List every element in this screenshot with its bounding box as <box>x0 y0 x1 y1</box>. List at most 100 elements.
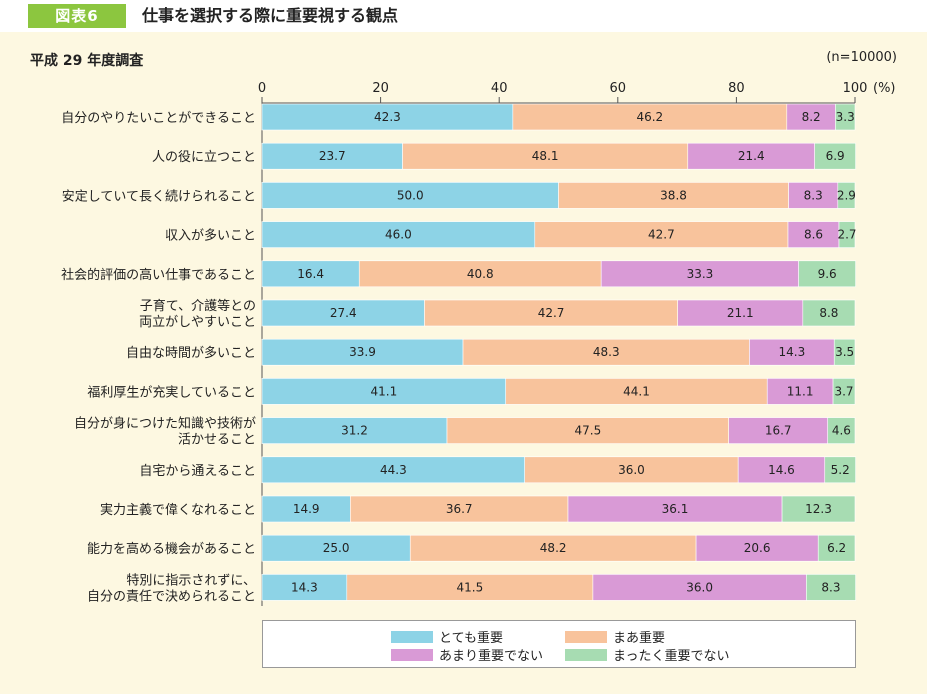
data-label: 2.7 <box>837 228 856 242</box>
data-label: 3.7 <box>834 384 853 398</box>
survey-subtitle: 平成 29 年度調査 <box>30 53 144 69</box>
bar-segment <box>766 378 834 405</box>
data-label: 33.9 <box>349 345 376 359</box>
data-label: 41.1 <box>371 384 398 398</box>
data-label: 8.3 <box>821 580 840 594</box>
bar-segment <box>261 142 403 170</box>
data-label: 36.0 <box>618 463 645 477</box>
bar-segment <box>505 378 768 405</box>
bar-segment <box>261 574 348 601</box>
category-label: 人の役に立つこと <box>152 150 256 165</box>
data-label: 48.1 <box>532 149 559 163</box>
category-label: 自分が身につけた知識や技術が <box>74 416 256 432</box>
legend-swatch <box>565 648 607 661</box>
data-label: 33.3 <box>687 267 714 281</box>
legend-item: まったく重要でない <box>565 645 729 664</box>
category-label: 両立がしやすいこと <box>139 315 256 330</box>
bar-segment <box>534 221 789 248</box>
data-label: 21.1 <box>727 306 754 320</box>
data-label: 6.9 <box>826 149 845 163</box>
legend-item: まあ重要 <box>565 627 665 646</box>
data-label: 12.3 <box>805 502 832 516</box>
data-label: 6.2 <box>827 541 846 555</box>
data-label: 47.5 <box>574 424 601 438</box>
data-label: 14.9 <box>293 502 320 516</box>
data-label: 3.5 <box>835 345 854 359</box>
bar-segment <box>402 142 689 170</box>
data-label: 36.0 <box>686 580 713 594</box>
bar-segment <box>824 456 856 484</box>
bar-segment <box>261 417 448 444</box>
x-axis-unit: (%) <box>873 81 896 96</box>
legend-swatch <box>391 630 433 643</box>
category-label: 収入が多いこと <box>165 228 256 244</box>
bar-segment <box>261 182 559 209</box>
bar-segment <box>424 299 678 327</box>
data-label: 8.2 <box>802 110 821 124</box>
data-label: 8.3 <box>804 188 823 202</box>
data-label: 46.2 <box>636 110 663 124</box>
bar-segment <box>261 456 525 484</box>
bar-segment <box>798 260 856 288</box>
category-label: 社会的評価の高い仕事であること <box>61 267 256 283</box>
bar-segment <box>838 221 856 248</box>
data-label: 42.7 <box>538 306 565 320</box>
bar-segment <box>833 338 856 366</box>
bar-segment <box>512 103 788 131</box>
legend-swatch <box>565 630 607 643</box>
bar-segment <box>261 260 360 288</box>
legend-label: まあ重要 <box>613 631 666 646</box>
category-label: 自分のやりたいことができること <box>61 111 256 126</box>
bar-segment <box>787 221 840 248</box>
category-label: 実力主義で偉くなれること <box>100 502 256 518</box>
bar-segment <box>817 534 856 562</box>
data-label: 20.6 <box>744 541 771 555</box>
category-label: 安定していて長く続けられること <box>62 189 256 204</box>
data-label: 38.8 <box>660 188 687 202</box>
data-label: 14.6 <box>768 463 795 477</box>
sample-size-label: (n=10000) <box>826 50 897 65</box>
legend-label: まったく重要でない <box>613 649 730 664</box>
bar-segment <box>677 299 804 327</box>
data-label: 44.3 <box>380 463 407 477</box>
bar-segment <box>835 103 856 131</box>
bar-segment <box>261 378 507 405</box>
data-label: 48.3 <box>593 345 620 359</box>
data-label: 44.1 <box>623 384 650 398</box>
category-label: 特別に指示されずに、 <box>126 573 256 588</box>
data-label: 36.7 <box>446 502 473 516</box>
category-label: 自由な時間が多いこと <box>126 345 256 361</box>
data-label: 8.6 <box>804 228 823 242</box>
category-label: 能力を高める機会があること <box>87 541 256 557</box>
figure-number-badge: 図表6 <box>28 4 126 28</box>
x-tick-label: 20 <box>372 81 389 96</box>
data-label: 27.4 <box>330 306 357 320</box>
bar-segment <box>687 142 815 170</box>
data-label: 40.8 <box>467 267 494 281</box>
legend-item: とても重要 <box>391 627 503 646</box>
data-label: 42.7 <box>648 228 675 242</box>
data-label: 25.0 <box>323 541 350 555</box>
category-label: 自分の責任で決められること <box>87 589 256 604</box>
bar-segment <box>261 103 514 131</box>
bar-segment <box>806 574 856 601</box>
data-label: 46.0 <box>385 228 412 242</box>
bar-segment <box>358 260 602 288</box>
bar-segment <box>462 338 750 366</box>
bar-segment <box>261 221 536 248</box>
data-label: 2.9 <box>837 188 856 202</box>
category-label: 活かせること <box>178 433 256 448</box>
data-label: 16.7 <box>765 424 792 438</box>
bar-segment <box>261 338 464 366</box>
x-tick-label: 0 <box>258 81 266 96</box>
data-label: 50.0 <box>397 188 424 202</box>
data-label: 5.2 <box>831 463 850 477</box>
bar-segment <box>837 182 856 209</box>
category-label: 子育て、介護等との <box>140 298 256 314</box>
bar-segment <box>446 417 729 444</box>
data-label: 23.7 <box>319 149 346 163</box>
data-label: 21.4 <box>738 149 765 163</box>
bar-segment <box>261 534 411 562</box>
